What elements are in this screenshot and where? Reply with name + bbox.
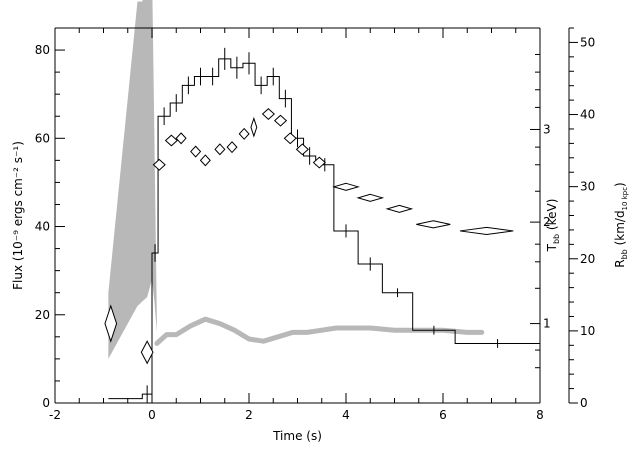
temperature-tick-label: 3 [543, 122, 551, 136]
y-tick-label: 20 [35, 308, 50, 322]
temperature-tick-label: 2 [543, 215, 551, 229]
temperature-diamond [273, 114, 288, 127]
temperature-axis-symbol: T [545, 243, 559, 252]
radius-tick-label: 20 [580, 252, 595, 266]
y-tick-label: 60 [35, 131, 50, 145]
temperature-diamond [312, 156, 326, 169]
temperature-diamond [356, 193, 385, 202]
radius-axis-subscript: bb [620, 249, 629, 259]
radius-axis-unit-close: ) [613, 182, 627, 187]
temperature-diamond [295, 143, 309, 156]
temperature-diamond [190, 145, 202, 158]
plot-area [104, 0, 540, 403]
x-tick-label: 6 [439, 408, 447, 422]
temperature-diamond [261, 108, 275, 120]
x-tick-label: -2 [49, 408, 61, 422]
y-tick-label: 80 [35, 43, 50, 57]
temperature-diamond [250, 116, 258, 138]
x-axis-title: Time (s) [272, 429, 322, 443]
temperature-diamond [283, 132, 297, 145]
temperature-diamond [199, 154, 211, 167]
temperature-axis-title: Tbb (keV) [545, 199, 561, 253]
temperature-diamond [385, 204, 414, 213]
temperature-diamond [104, 304, 118, 343]
radius-tick-label: 10 [580, 324, 595, 338]
radius-tick-label: 50 [580, 35, 595, 49]
temperature-diamond [214, 143, 226, 156]
temperature-diamond [152, 158, 166, 171]
temperature-diamond [164, 134, 178, 147]
temperature-diamond [416, 220, 451, 229]
radius-line [154, 316, 485, 346]
temperature-axis-unit: (keV) [545, 199, 559, 234]
y-tick-label: 0 [42, 396, 50, 410]
radius-axis-unit: (km/d [613, 210, 627, 249]
x-tick-label: 0 [148, 408, 156, 422]
x-tick-label: 8 [536, 408, 544, 422]
temperature-axis-subscript: bb [552, 234, 561, 244]
radius-axis-symbol: R [613, 259, 627, 267]
temperature-diamond [238, 127, 250, 140]
flux-step-line [108, 58, 540, 400]
radius-tick-label: 40 [580, 108, 595, 122]
temperature-diamond [226, 141, 238, 154]
radius-tick-label: 0 [580, 396, 588, 410]
y-tick-label: 40 [35, 220, 50, 234]
y-axis-title: Flux (10⁻⁹ ergs cm⁻² s⁻¹) [11, 141, 25, 290]
temperature-tick-label: 1 [543, 317, 551, 331]
temperature-diamond [332, 182, 360, 191]
temperature-diamond [140, 340, 154, 365]
radius-axis-distance-subscript: 10 kpc [621, 187, 629, 211]
x-tick-label: 4 [342, 408, 350, 422]
radius-band-area [108, 0, 157, 359]
temperature-diamond [175, 132, 187, 145]
radius-tick-label: 30 [580, 180, 595, 194]
radius-axis-title: Rbb (km/d10 kpc) [613, 182, 629, 267]
x-tick-label: 2 [245, 408, 253, 422]
temperature-diamond [459, 226, 514, 235]
